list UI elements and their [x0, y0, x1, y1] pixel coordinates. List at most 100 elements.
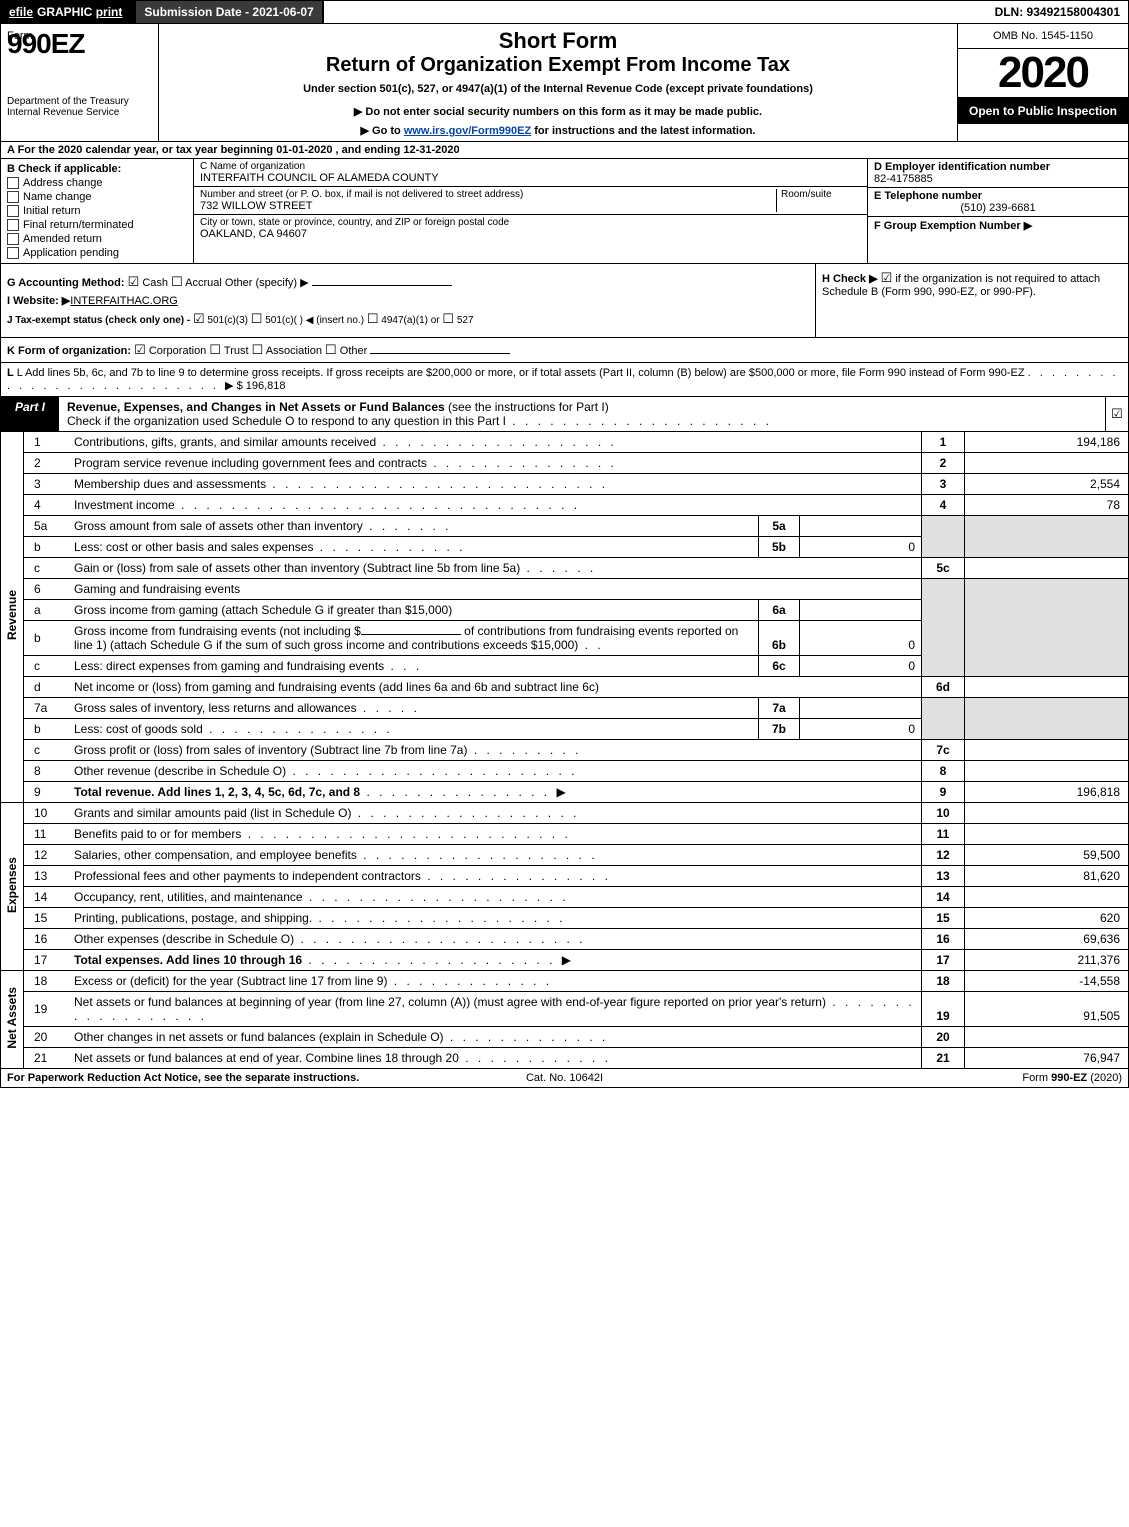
- line-2-val: [965, 453, 1129, 474]
- under-section: Under section 501(c), 527, or 4947(a)(1)…: [169, 83, 947, 95]
- line-14-desc: Occupancy, rent, utilities, and maintena…: [69, 887, 922, 908]
- line-7b-num: b: [24, 719, 70, 740]
- part-1-title: Revenue, Expenses, and Changes in Net As…: [59, 397, 1105, 431]
- footer-left: For Paperwork Reduction Act Notice, see …: [7, 1072, 379, 1084]
- line-18-num: 18: [24, 971, 70, 992]
- line-7a-subval: [800, 698, 922, 719]
- trust-checkbox[interactable]: [209, 345, 221, 357]
- header-right: OMB No. 1545-1150 2020 Open to Public In…: [957, 24, 1128, 141]
- form-container: efile GRAPHIC print Submission Date - 20…: [0, 0, 1129, 1088]
- 501c3-checkbox[interactable]: [193, 315, 205, 326]
- corp-checkbox[interactable]: [134, 345, 146, 357]
- expenses-section-label: Expenses: [1, 803, 24, 971]
- 527-checkbox[interactable]: [442, 315, 454, 326]
- check-address-change[interactable]: Address change: [7, 177, 187, 189]
- check-final-return[interactable]: Final return/terminated: [7, 219, 187, 231]
- line-7a-num: 7a: [24, 698, 70, 719]
- check-application-pending[interactable]: Application pending: [7, 247, 187, 259]
- entity-block: B Check if applicable: Address change Na…: [1, 158, 1128, 263]
- g-accounting: G Accounting Method: Cash Accrual Other …: [7, 274, 809, 290]
- street-label: Number and street (or P. O. box, if mail…: [200, 189, 776, 200]
- line-15-val: 620: [965, 908, 1129, 929]
- check-name-change[interactable]: Name change: [7, 191, 187, 203]
- line-14-val: [965, 887, 1129, 908]
- line-20-desc: Other changes in net assets or fund bala…: [69, 1027, 922, 1048]
- line-5b-num: b: [24, 537, 70, 558]
- c-label: C Name of organization: [200, 161, 861, 172]
- line-5c-numcol: 5c: [922, 558, 965, 579]
- line-5b-sub: 5b: [759, 537, 800, 558]
- line-11-num: 11: [24, 824, 70, 845]
- line-6b-num: b: [24, 621, 70, 656]
- line-7b-desc: Less: cost of goods sold . . . . . . . .…: [69, 719, 759, 740]
- line-11-val: [965, 824, 1129, 845]
- right-column-def: D Employer identification number 82-4175…: [867, 159, 1128, 263]
- line-6c-desc: Less: direct expenses from gaming and fu…: [69, 656, 759, 677]
- check-initial-return[interactable]: Initial return: [7, 205, 187, 217]
- line-6d-val: [965, 677, 1129, 698]
- line-20-numcol: 20: [922, 1027, 965, 1048]
- line-14-numcol: 14: [922, 887, 965, 908]
- line-3-desc: Membership dues and assessments . . . . …: [69, 474, 922, 495]
- line-2-num: 2: [24, 453, 70, 474]
- line-7c-val: [965, 740, 1129, 761]
- line-17-val: 211,376: [965, 950, 1129, 971]
- row-ghij: G Accounting Method: Cash Accrual Other …: [1, 263, 1128, 337]
- submission-date: Submission Date - 2021-06-07: [134, 1, 323, 23]
- city-state-zip: OAKLAND, CA 94607: [200, 228, 861, 240]
- website-link[interactable]: INTERFAITHAC.ORG: [70, 295, 178, 307]
- check-column-b: B Check if applicable: Address change Na…: [1, 159, 194, 263]
- h-check: H Check ▶ if the organization is not req…: [815, 264, 1128, 337]
- part-1-schedule-o-checkbox[interactable]: [1105, 397, 1128, 431]
- check-amended-return[interactable]: Amended return: [7, 233, 187, 245]
- header-left: Form 990EZ Department of the Treasury In…: [1, 24, 159, 141]
- line-2-numcol: 2: [922, 453, 965, 474]
- line-6a-num: a: [24, 600, 70, 621]
- line-2-desc: Program service revenue including govern…: [69, 453, 922, 474]
- line-20-num: 20: [24, 1027, 70, 1048]
- line-7b-sub: 7b: [759, 719, 800, 740]
- line-4-desc: Investment income . . . . . . . . . . . …: [69, 495, 922, 516]
- line-16-numcol: 16: [922, 929, 965, 950]
- line-9-val: 196,818: [965, 782, 1129, 803]
- line-6-desc: Gaming and fundraising events: [69, 579, 922, 600]
- line-6-num: 6: [24, 579, 70, 600]
- line-13-numcol: 13: [922, 866, 965, 887]
- h-checkbox[interactable]: [881, 273, 893, 285]
- line-6d-desc: Net income or (loss) from gaming and fun…: [69, 677, 922, 698]
- 4947-checkbox[interactable]: [367, 315, 379, 326]
- line-18-numcol: 18: [922, 971, 965, 992]
- ghij-left: G Accounting Method: Cash Accrual Other …: [1, 264, 815, 337]
- other-checkbox[interactable]: [325, 345, 337, 357]
- topbar-left: efile GRAPHIC print: [1, 1, 134, 23]
- part-1-lines-table: Revenue 1 Contributions, gifts, grants, …: [1, 432, 1128, 1068]
- line-8-num: 8: [24, 761, 70, 782]
- assoc-checkbox[interactable]: [252, 345, 264, 357]
- header-center: Short Form Return of Organization Exempt…: [159, 24, 957, 141]
- phone-value: (510) 239-6681: [874, 202, 1122, 214]
- 501c-checkbox[interactable]: [251, 315, 263, 326]
- line-15-num: 15: [24, 908, 70, 929]
- irs-link[interactable]: www.irs.gov/Form990EZ: [404, 125, 531, 137]
- line-5a-num: 5a: [24, 516, 70, 537]
- row-k: K Form of organization: Corporation Trus…: [1, 337, 1128, 362]
- street-address: 732 WILLOW STREET: [200, 200, 776, 212]
- accrual-checkbox[interactable]: [171, 277, 183, 289]
- footer-mid: Cat. No. 10642I: [379, 1072, 751, 1084]
- line-19-num: 19: [24, 992, 70, 1027]
- cash-checkbox[interactable]: [128, 277, 140, 289]
- efile-link[interactable]: efile: [9, 5, 33, 19]
- short-form-title: Short Form: [169, 28, 947, 54]
- tax-year: 2020: [958, 49, 1128, 98]
- line-1-desc: Contributions, gifts, grants, and simila…: [69, 432, 922, 453]
- graphic-label: GRAPHIC: [37, 5, 92, 19]
- line-1-numcol: 1: [922, 432, 965, 453]
- line-17-num: 17: [24, 950, 70, 971]
- line-19-val: 91,505: [965, 992, 1129, 1027]
- print-link[interactable]: print: [96, 5, 123, 19]
- line-15-numcol: 15: [922, 908, 965, 929]
- line-6a-subval: [800, 600, 922, 621]
- line-8-numcol: 8: [922, 761, 965, 782]
- line-13-num: 13: [24, 866, 70, 887]
- grey-val-5: [965, 516, 1129, 558]
